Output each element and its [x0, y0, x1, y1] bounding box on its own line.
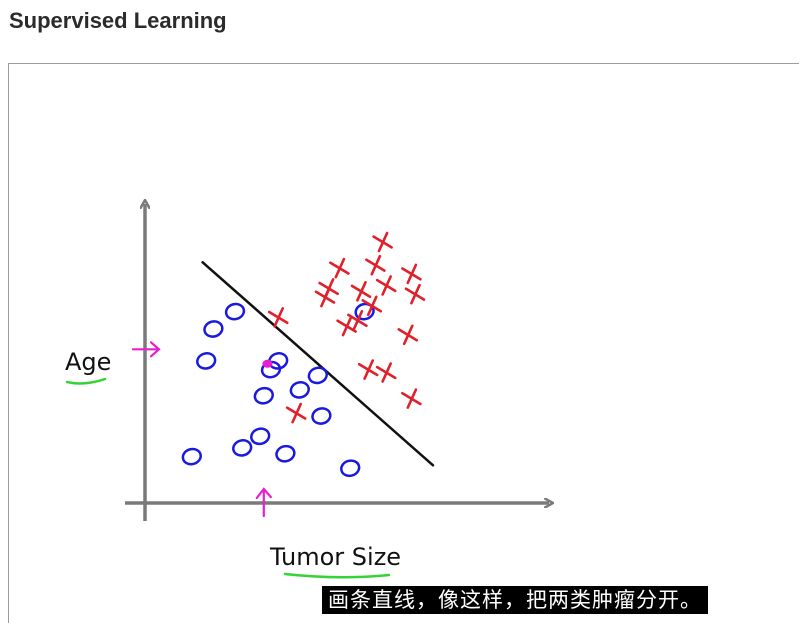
- decision-boundary-line: [201, 261, 435, 467]
- benign-point-5: [340, 459, 361, 478]
- benign-point-14: [224, 302, 246, 321]
- benign-point-15: [354, 302, 375, 321]
- malignant-point-17: [372, 231, 393, 253]
- benign-point-13: [203, 320, 224, 338]
- y-axis-label-underline: [65, 377, 107, 385]
- benign-point-9: [253, 386, 274, 405]
- query-point: [262, 359, 273, 368]
- x-axis-label-underline: [283, 572, 391, 579]
- page-title: Supervised Learning: [9, 8, 227, 33]
- malignant-point-6: [336, 315, 357, 337]
- axes: [125, 204, 549, 521]
- malignant-point-10: [375, 275, 397, 296]
- malignant-point-3: [357, 359, 379, 380]
- malignant-point-12: [267, 307, 289, 328]
- malignant-point-4: [375, 362, 397, 383]
- benign-point-2: [232, 439, 253, 457]
- benign-point-12: [196, 352, 217, 370]
- benign-point-1: [181, 447, 202, 466]
- video-subtitle: 画条直线，像这样，把两类肿瘤分开。: [322, 586, 708, 614]
- lecture-slide: Age Tumor Size: [8, 63, 799, 623]
- malignant-point-1: [285, 402, 307, 424]
- x-axis-value-marker: [255, 487, 272, 518]
- x-axis-label: Tumor Size: [269, 543, 401, 571]
- benign-point-6: [311, 407, 332, 425]
- y-axis-label: Age: [65, 348, 111, 376]
- malignant-point-7: [347, 310, 368, 331]
- malignant-point-8: [361, 295, 383, 317]
- malignant-point-2: [401, 388, 422, 409]
- benign-point-11: [307, 366, 328, 385]
- malignant-point-11: [404, 283, 426, 305]
- benign-point-3: [250, 427, 271, 446]
- malignant-point-16: [365, 254, 386, 276]
- benign-point-4: [275, 444, 296, 463]
- malignant-point-14: [318, 278, 339, 299]
- malignant-point-18: [401, 263, 422, 285]
- malignant-point-9: [350, 281, 372, 302]
- malignant-point-15: [329, 257, 350, 279]
- malignant-point-5: [397, 324, 419, 346]
- y-axis-value-marker: [131, 341, 161, 358]
- benign-point-8: [289, 381, 310, 399]
- scatter-plot: Age Tumor Size: [65, 64, 799, 579]
